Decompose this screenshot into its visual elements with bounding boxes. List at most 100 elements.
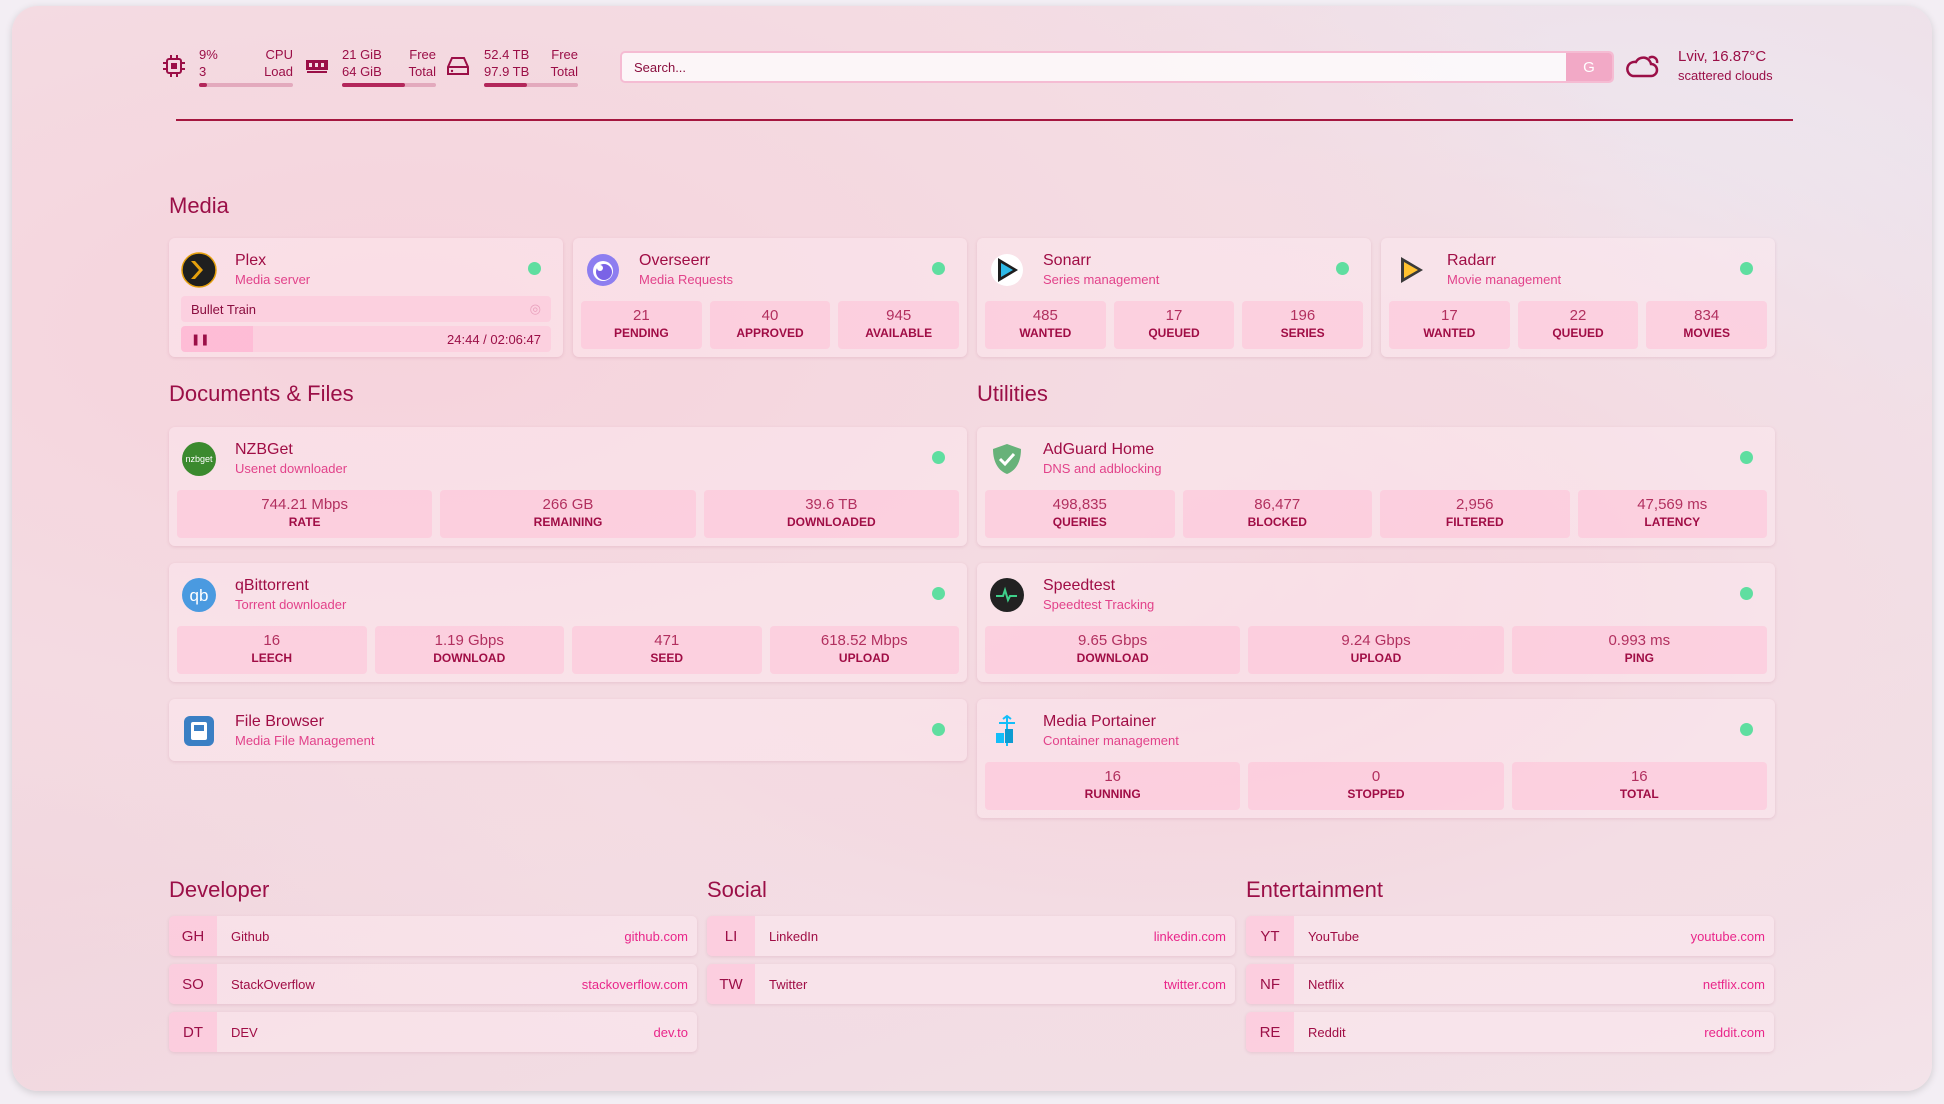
service-card-file-browser[interactable]: File Browser Media File Management [169, 699, 967, 761]
service-name: NZBGet [235, 441, 293, 458]
stat-value: 0 [1371, 768, 1381, 785]
bookmark-abbr: TW [707, 964, 755, 1004]
bookmark-name: YouTube [1308, 928, 1360, 944]
stat-block-pending: 21 PENDING [581, 301, 702, 349]
stat-block-approved: 40 APPROVED [709, 301, 831, 349]
stat-label: WANTED [1423, 326, 1476, 340]
stat-block-total: 16 TOTAL [1511, 762, 1767, 810]
free-label: Free [409, 47, 436, 62]
section-title-documents: Documents & Files [169, 381, 354, 406]
service-card-speedtest[interactable]: Speedtest Speedtest Tracking 9.65 Gbps DOWN… [977, 563, 1775, 682]
bookmark-name: Twitter [769, 976, 808, 992]
service-card-media-portainer[interactable]: Media Portainer Container management 16 RUN… [977, 699, 1775, 818]
svg-text:qb: qb [190, 586, 209, 605]
stat-block-movies: 834 MOVIES [1646, 301, 1768, 349]
service-card-qbittorrent[interactable]: qb qBittorrent Torrent downloader 16 LEECH 1.… [169, 563, 967, 682]
stat-block-series: 196 SERIES [1242, 301, 1364, 349]
cast-icon[interactable]: ◎ [529, 301, 541, 316]
stats-row: 9.65 Gbps DOWNLOAD 9.24 Gbps UPLOAD 0.993 ms… [985, 626, 1767, 674]
bookmark-abbr: RE [1246, 1012, 1294, 1052]
bookmark-abbr: LI [707, 916, 755, 956]
stats-row: 485 WANTED 17 QUEUED 196 SERIES [985, 301, 1364, 349]
service-card-adguard-home[interactable]: AdGuard Home DNS and adblocking 498,835 QUE… [977, 427, 1775, 546]
stat-label: SEED [650, 651, 684, 665]
stat-label: BLOCKED [1247, 515, 1307, 529]
stat-value: 618.52 Mbps [820, 632, 908, 649]
service-name: Speedtest [1043, 577, 1116, 594]
stat-label: QUEUED [1148, 326, 1200, 340]
section-title-utilities: Utilities [977, 381, 1048, 406]
stat-label: DOWNLOAD [433, 651, 506, 665]
stat-block-leech: 16 LEECH [177, 626, 367, 674]
stat-block-wanted: 485 WANTED [985, 301, 1106, 349]
memory-stat: 21 GiB Free 64 GiB Total [342, 46, 436, 90]
bookmark-abbr: YT [1246, 916, 1294, 956]
stat-label: DOWNLOAD [1076, 651, 1149, 665]
stat-value: 86,477 [1254, 496, 1301, 513]
status-indicator [1740, 262, 1753, 275]
bookmark-dev[interactable]: DT DEV dev.to [169, 1012, 697, 1052]
search-input[interactable] [622, 59, 1566, 75]
memory-bar [342, 83, 436, 87]
bookmark-stackoverflow[interactable]: SO StackOverflow stackoverflow.com [169, 964, 697, 1004]
status-indicator [932, 723, 945, 736]
stat-value: 0.993 ms [1608, 632, 1671, 649]
bookmark-url: dev.to [653, 1024, 688, 1040]
bookmark-twitter[interactable]: TW Twitter twitter.com [707, 964, 1235, 1004]
section-title-media: Media [169, 193, 229, 218]
bookmark-github[interactable]: GH Github github.com [169, 916, 697, 956]
stat-block-available: 945 AVAILABLE [838, 301, 960, 349]
stat-value: 498,835 [1052, 496, 1107, 513]
bookmark-linkedin[interactable]: LI LinkedIn linkedin.com [707, 916, 1235, 956]
qbittorrent-icon: qb [181, 577, 217, 613]
stat-block-blocked: 86,477 BLOCKED [1182, 490, 1372, 538]
filebrowser-icon [181, 713, 217, 749]
status-indicator [932, 587, 945, 600]
service-card-overseerr[interactable]: Overseerr Media Requests 21 PENDING 40 APPROV… [573, 238, 967, 357]
service-description: Media File Management [235, 733, 375, 748]
bookmark-name: StackOverflow [231, 976, 315, 992]
bookmark-youtube[interactable]: YT YouTube youtube.com [1246, 916, 1774, 956]
stat-label: PENDING [613, 326, 669, 340]
bookmark-reddit[interactable]: RE Reddit reddit.com [1246, 1012, 1774, 1052]
section-title-developer: Developer [169, 877, 270, 902]
bookmark-name: LinkedIn [769, 928, 819, 944]
stat-block-remaining: 266 GB REMAINING [440, 490, 696, 538]
weather-location: Lviv, 16.87°C [1678, 48, 1767, 65]
search-provider-button[interactable]: G [1566, 53, 1612, 81]
nzbget-icon: nzbget [181, 441, 217, 477]
bookmark-netflix[interactable]: NF Netflix netflix.com [1246, 964, 1774, 1004]
stats-row: 498,835 QUERIES 86,477 BLOCKED 2,956 FILTERED… [985, 490, 1767, 538]
stat-label: WANTED [1019, 326, 1072, 340]
cpu-icon [163, 55, 185, 77]
bookmark-abbr: DT [169, 1012, 217, 1052]
service-description: DNS and adblocking [1043, 461, 1162, 476]
stat-block-queued: 17 QUEUED [1113, 301, 1235, 349]
stats-row: 16 LEECH 1.19 Gbps DOWNLOAD 471 SEED 618.52 Mb… [177, 626, 959, 674]
stat-block-ping: 0.993 ms PING [1511, 626, 1767, 674]
stat-block-wanted: 17 WANTED [1389, 301, 1510, 349]
stat-label: STOPPED [1347, 787, 1405, 801]
stat-value: 16 [1104, 768, 1121, 785]
portainer-icon [989, 713, 1025, 749]
cpu-label: CPU [265, 47, 293, 62]
stat-block-running: 16 RUNNING [985, 762, 1241, 810]
service-card-nzbget[interactable]: nzbget NZBGet Usenet downloader 744.21 Mbps… [169, 427, 967, 546]
stat-block-queries: 498,835 QUERIES [985, 490, 1175, 538]
pause-icon[interactable]: ❚❚ [191, 333, 210, 346]
stat-block-upload: 618.52 Mbps UPLOAD [769, 626, 959, 674]
search-box: G [620, 51, 1614, 83]
weather-condition: scattered clouds [1678, 68, 1773, 83]
service-description: Torrent downloader [235, 597, 347, 612]
stat-label: RATE [288, 515, 321, 529]
bookmark-url: netflix.com [1702, 976, 1765, 992]
disk-free: 52.4 TB [484, 47, 530, 62]
stat-value: 17 [1440, 307, 1458, 324]
service-card-sonarr[interactable]: Sonarr Series management 485 WANTED 17 QUEUED… [977, 238, 1371, 357]
stat-value: 22 [1569, 307, 1587, 324]
bookmark-url: stackoverflow.com [581, 976, 688, 992]
stats-row: 17 WANTED 22 QUEUED 834 MOVIES [1389, 301, 1768, 349]
service-card-radarr[interactable]: Radarr Movie management 17 WANTED 22 QUEUED 83… [1381, 238, 1775, 357]
memory-icon [306, 60, 328, 73]
service-card-plex[interactable]: Plex Media server Bullet Train ◎ ❚❚ 24:44 / 0… [169, 238, 563, 357]
